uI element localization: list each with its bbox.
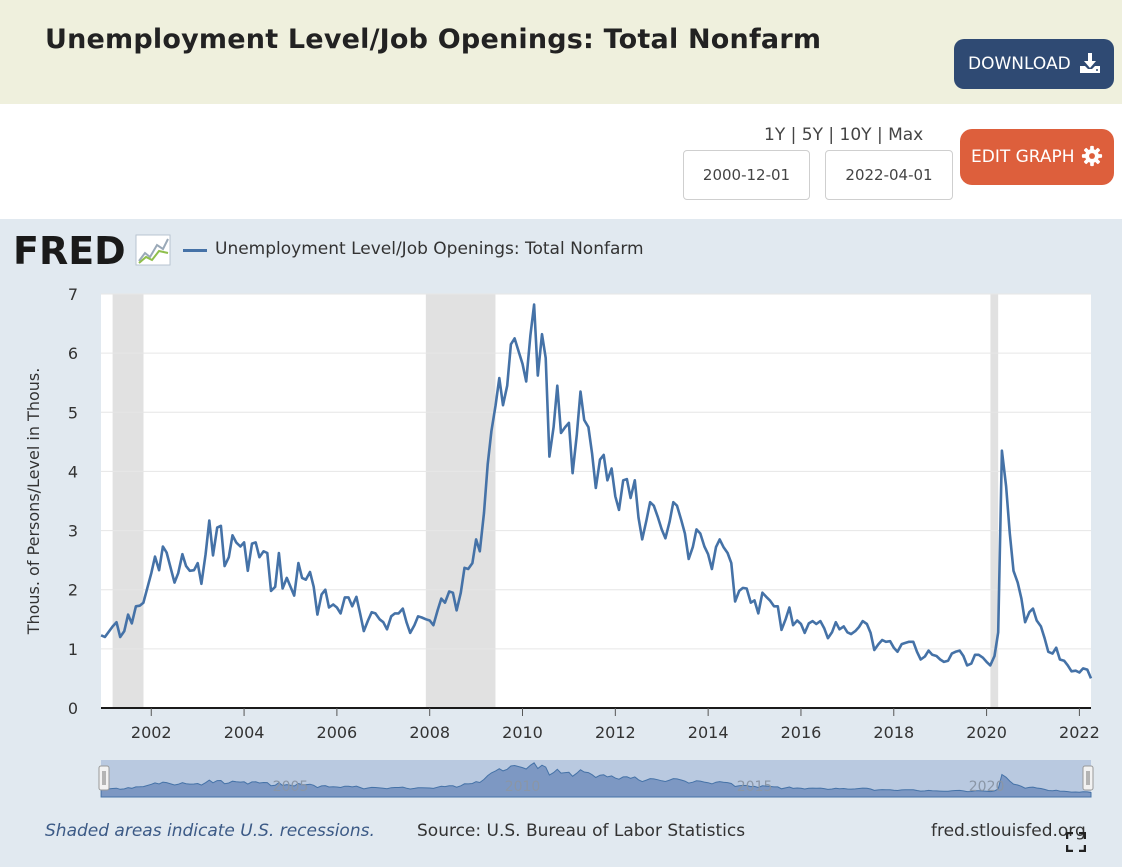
legend-label[interactable]: Unemployment Level/Job Openings: Total N… xyxy=(215,239,644,259)
recession-band xyxy=(990,294,999,708)
recession-band xyxy=(112,294,144,708)
fred-logo[interactable]: FRED xyxy=(13,229,173,275)
y-tick-label: 3 xyxy=(68,522,78,541)
x-tick-label: 2006 xyxy=(317,723,358,742)
x-tick-label: 2008 xyxy=(409,723,450,742)
x-tick-label: 2002 xyxy=(131,723,172,742)
y-tick-label: 6 xyxy=(68,344,78,363)
edit-graph-label: EDIT GRAPH xyxy=(971,147,1075,167)
x-tick-label: 2010 xyxy=(502,723,543,742)
range-separator: | xyxy=(876,125,883,145)
x-tick-label: 2004 xyxy=(224,723,265,742)
x-tick-label: 2016 xyxy=(781,723,822,742)
range-separator: | xyxy=(828,125,835,145)
recession-note: Shaded areas indicate U.S. recessions. xyxy=(45,821,375,841)
navigator-label: 2010 xyxy=(505,779,541,795)
y-tick-label: 7 xyxy=(68,285,78,304)
y-axis-label: Thous. of Persons/Level in Thous. xyxy=(24,368,43,636)
fred-chart-icon: FRED xyxy=(13,229,171,273)
navigator-handle[interactable] xyxy=(1082,765,1094,791)
range-separator: | xyxy=(790,125,797,145)
download-icon xyxy=(1080,53,1100,73)
navigator-label: 2005 xyxy=(273,779,309,795)
x-tick-label: 2020 xyxy=(966,723,1007,742)
site-link[interactable]: fred.stlouisfed.org xyxy=(931,821,1086,841)
date-range-links: 1Y | 5Y | 10Y | Max xyxy=(764,125,923,145)
x-tick-label: 2012 xyxy=(595,723,636,742)
range-1y-link[interactable]: 1Y xyxy=(764,125,786,145)
download-button[interactable]: DOWNLOAD xyxy=(954,39,1114,89)
x-tick-label: 2014 xyxy=(688,723,729,742)
y-tick-label: 1 xyxy=(68,640,78,659)
download-label: DOWNLOAD xyxy=(968,54,1071,74)
page-title: Unemployment Level/Job Openings: Total N… xyxy=(45,24,822,55)
navigator-series xyxy=(100,762,1092,798)
navigator-handle[interactable] xyxy=(98,765,110,791)
x-tick-label: 2022 xyxy=(1059,723,1100,742)
navigator-label: 2020 xyxy=(969,779,1005,795)
y-tick-label: 4 xyxy=(68,462,78,481)
x-tick-label: 2018 xyxy=(873,723,914,742)
source-note: Source: U.S. Bureau of Labor Statistics xyxy=(417,821,746,841)
legend-swatch xyxy=(183,249,207,252)
range-10y-link[interactable]: 10Y xyxy=(839,125,872,145)
end-date-input[interactable]: 2022-04-01 xyxy=(825,150,953,200)
navigator-label: 2015 xyxy=(737,779,773,795)
gear-icon xyxy=(1081,145,1103,167)
y-tick-label: 0 xyxy=(68,699,78,718)
plot-area xyxy=(101,294,1091,708)
range-5y-link[interactable]: 5Y xyxy=(801,125,823,145)
fred-logo-text: FRED xyxy=(13,231,126,271)
y-tick-label: 2 xyxy=(68,581,78,600)
edit-graph-button[interactable]: EDIT GRAPH xyxy=(960,129,1114,185)
start-date-input[interactable]: 2000-12-01 xyxy=(683,150,810,200)
y-tick-label: 5 xyxy=(68,403,78,422)
series-line xyxy=(100,303,1093,679)
range-max-link[interactable]: Max xyxy=(888,125,924,145)
fullscreen-icon[interactable] xyxy=(1066,832,1086,852)
header-bar: Unemployment Level/Job Openings: Total N… xyxy=(0,0,1122,104)
